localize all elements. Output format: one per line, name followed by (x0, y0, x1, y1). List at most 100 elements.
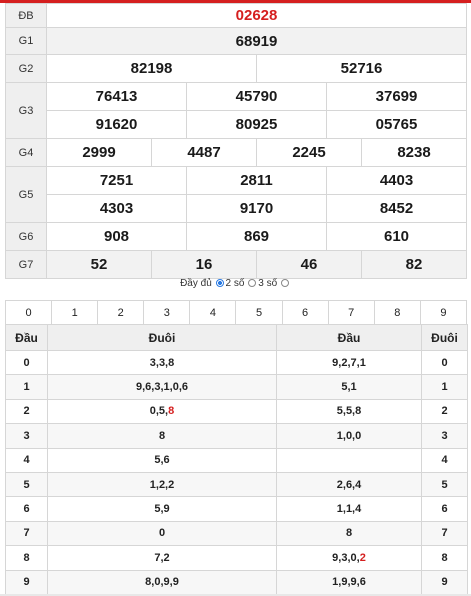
digit-filter-1[interactable]: 1 (51, 300, 99, 325)
loto-tail: 3 (421, 423, 468, 449)
loto-tail: 0 (421, 349, 468, 376)
prize-label-db: ĐB (5, 3, 47, 28)
loto-head: 1 (5, 374, 48, 400)
g5-value: 8452 (326, 195, 466, 222)
loto-head: 9 (5, 569, 48, 595)
loto-tails-text: 0,5, (149, 405, 169, 418)
loto-tails: 8 (47, 423, 277, 449)
digit-filter-0[interactable]: 0 (4, 300, 53, 325)
option-three-label[interactable]: 3 số (258, 278, 278, 289)
loto-tails: 5,9 (47, 496, 277, 522)
loto-tails: 7,2 (47, 545, 277, 571)
g7-value: 46 (256, 251, 361, 278)
col-head-dau-2: Đầu (276, 324, 422, 351)
loto-heads: 2,6,4 (276, 471, 422, 498)
g5-value: 2811 (186, 167, 326, 194)
g7-value: 52 (90, 256, 108, 273)
g5-value: 7251 (99, 172, 134, 189)
results-table: ĐB 02628 G1 68919 G2 82198 52716 G3 7641… (5, 3, 467, 279)
loto-heads-highlight: 2 (359, 551, 366, 564)
g6-value: 610 (326, 223, 466, 250)
g6-value: 908 (103, 228, 130, 245)
loto-heads: 5,1 (276, 374, 422, 400)
loto-heads: 1,9,9,6 (276, 569, 422, 595)
g5-value: 4403 (326, 167, 466, 194)
loto-heads: 1,0,0 (276, 423, 422, 449)
loto-tail: 5 (421, 471, 468, 498)
g3-value: 37699 (326, 83, 466, 110)
col-head-duoi-2: Đuôi (421, 324, 468, 351)
loto-tails: 8,0,9,9 (47, 569, 277, 595)
loto-tail: 9 (421, 569, 468, 595)
option-three-radio[interactable] (248, 279, 257, 287)
special-prize-value: 02628 (46, 3, 467, 28)
loto-head: 7 (5, 520, 48, 547)
loto-tails: 5,6 (47, 447, 277, 473)
prize-label-g7: G7 (5, 250, 47, 279)
g3-value: 45790 (186, 83, 326, 110)
loto-head: 0 (5, 349, 48, 376)
loto-heads-text: 9,3,0, (332, 551, 360, 564)
digit-filter-8[interactable]: 8 (373, 300, 421, 325)
loto-heads: 5,5,8 (276, 398, 422, 425)
col-head-dau: Đầu (5, 324, 48, 351)
g5-value: 9170 (186, 195, 326, 222)
g3-value: 91620 (95, 116, 138, 133)
g3-value: 05765 (326, 111, 466, 138)
prize-label-g2: G2 (5, 54, 47, 83)
top-accent-bar (0, 0, 471, 3)
digit-filter-4[interactable]: 4 (189, 300, 237, 325)
loto-heads: 9,3,0,2 (276, 545, 422, 571)
loto-heads: 1,1,4 (276, 496, 422, 522)
g3-value: 76413 (95, 88, 138, 105)
digit-filter-3[interactable]: 3 (143, 300, 191, 325)
display-options: Đầy đủ 2 số 3 số (0, 278, 471, 296)
g4-value: 2245 (256, 139, 361, 166)
loto-tails-highlight: 8 (168, 405, 175, 418)
prize-label-g1: G1 (5, 27, 47, 55)
g3-value: 80925 (186, 111, 326, 138)
loto-tail: 7 (421, 520, 468, 547)
option-two-radio[interactable] (215, 279, 224, 287)
loto-tail: 2 (421, 398, 468, 425)
loto-tail: 1 (421, 374, 468, 400)
prize-label-g5: G5 (5, 166, 47, 223)
g1-value: 68919 (46, 27, 467, 55)
loto-tails: 3,3,8 (47, 349, 277, 376)
g4-value: 8238 (361, 139, 466, 166)
prize-label-g3: G3 (5, 82, 47, 139)
loto-heads: 8 (276, 520, 422, 547)
loto-table: Đầu Đuôi Đầu Đuôi 0 3,3,8 9,2,7,1 0 1 9,… (5, 324, 468, 595)
loto-tail: 8 (421, 545, 468, 571)
loto-tails: 9,6,3,1,0,6 (47, 374, 277, 400)
digit-filter-2[interactable]: 2 (97, 300, 145, 325)
col-head-duoi: Đuôi (47, 324, 277, 351)
loto-head: 2 (5, 398, 48, 425)
loto-tail: 6 (421, 496, 468, 522)
option-two-label[interactable]: 2 số (225, 278, 245, 289)
option-full-label: Đầy đủ (180, 278, 212, 289)
loto-heads: 9,2,7,1 (276, 349, 422, 376)
g2-value: 82198 (130, 60, 173, 77)
g4-value: 2999 (82, 144, 116, 161)
digit-filter-5[interactable]: 5 (235, 300, 283, 325)
prize-label-g6: G6 (5, 222, 47, 251)
digit-filter: 0 1 2 3 4 5 6 7 8 9 (4, 300, 468, 325)
loto-head: 6 (5, 496, 48, 522)
g7-value: 16 (151, 251, 256, 278)
loto-head: 4 (5, 447, 48, 473)
g4-value: 4487 (151, 139, 256, 166)
option-extra-radio[interactable] (280, 279, 289, 287)
g6-value: 869 (186, 223, 326, 250)
bottom-divider (0, 594, 471, 596)
g5-value: 4303 (99, 200, 134, 217)
digit-filter-6[interactable]: 6 (281, 300, 329, 325)
loto-tail: 4 (421, 447, 468, 473)
loto-head: 5 (5, 471, 48, 498)
loto-tails: 0,5,8 (47, 398, 277, 425)
loto-head: 3 (5, 423, 48, 449)
digit-filter-7[interactable]: 7 (327, 300, 375, 325)
digit-filter-9[interactable]: 9 (419, 300, 468, 325)
loto-head: 8 (5, 545, 48, 571)
loto-tails: 1,2,2 (47, 471, 277, 498)
